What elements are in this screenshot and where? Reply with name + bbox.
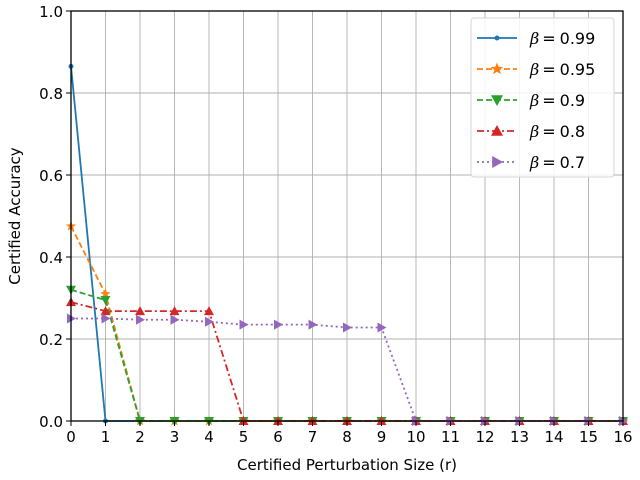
y-axis-label: Certified Accuracy: [6, 147, 24, 284]
legend-label: β = 0.7: [529, 153, 585, 172]
legend-entry: β = 0.7: [477, 153, 585, 172]
y-tick-label: 0.2: [39, 331, 63, 349]
data-point: [308, 319, 318, 330]
x-tick-label: 14: [544, 428, 563, 446]
legend-label: β = 0.95: [529, 60, 595, 79]
legend-label: β = 0.8: [529, 122, 585, 141]
x-tick-label: 0: [66, 428, 76, 446]
y-axis: 0.0 0.2 0.4 0.6 0.8 1.0: [39, 3, 71, 431]
data-point: [100, 288, 111, 299]
series-0-7: [67, 313, 628, 426]
data-point: [343, 322, 352, 333]
legend-entry: β = 0.99: [477, 29, 595, 48]
data-point: [274, 319, 283, 330]
legend-entry: β = 0.8: [477, 122, 585, 141]
data-point: [135, 306, 145, 316]
data-point: [204, 306, 214, 316]
legend-entry: β = 0.9: [477, 91, 585, 110]
data-point: [377, 322, 387, 333]
legend-box: [470, 17, 615, 178]
x-tick-label: 5: [239, 428, 249, 446]
data-point: [136, 314, 145, 325]
data-point: [169, 306, 180, 316]
x-tick-label: 8: [342, 428, 352, 446]
x-axis: 0 1 2 3 4 5 6 7 8 9 10 11 12 13 14 15 16: [66, 421, 633, 446]
x-tick-label: 3: [170, 428, 180, 446]
legend: β = 0.99 β = 0.95 β = 0.9 β = 0.8 β = 0.7: [470, 17, 615, 178]
data-point: [239, 319, 249, 330]
x-tick-label: 9: [377, 428, 387, 446]
data-point: [100, 306, 111, 316]
data-point: [101, 313, 111, 324]
x-tick-label: 13: [510, 428, 529, 446]
data-point: [205, 316, 214, 327]
legend-label: β = 0.99: [529, 29, 595, 48]
legend-label: β = 0.9: [529, 91, 585, 110]
x-axis-label: Certified Perturbation Size (r): [237, 456, 457, 474]
x-tick-label: 4: [204, 428, 214, 446]
y-tick-label: 0.8: [39, 85, 63, 103]
x-tick-label: 2: [135, 428, 145, 446]
x-tick-label: 7: [308, 428, 318, 446]
y-tick-label: 0.4: [39, 249, 63, 267]
data-point: [170, 314, 180, 325]
y-tick-label: 0.6: [39, 167, 63, 185]
legend-entry: β = 0.95: [477, 60, 595, 79]
x-tick-label: 11: [441, 428, 460, 446]
x-tick-label: 10: [406, 428, 425, 446]
data-point: [100, 296, 111, 306]
y-tick-label: 0.0: [39, 413, 63, 431]
x-tick-label: 6: [273, 428, 283, 446]
x-tick-label: 12: [475, 428, 494, 446]
x-tick-label: 15: [579, 428, 598, 446]
x-tick-label: 1: [101, 428, 111, 446]
x-tick-label: 16: [613, 428, 632, 446]
y-tick-label: 1.0: [39, 3, 63, 21]
